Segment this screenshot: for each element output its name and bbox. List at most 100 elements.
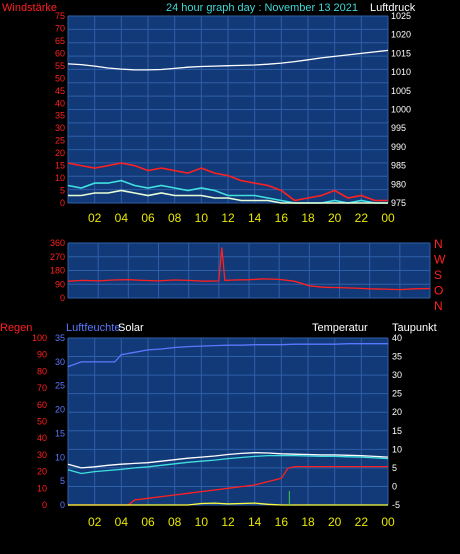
rain-tick-label: 50 xyxy=(37,417,47,427)
direction-tick-label: 180 xyxy=(50,266,65,276)
right-tick-label: 1020 xyxy=(391,30,411,40)
rain-tick-label: 80 xyxy=(37,366,47,376)
rain-tick-label: 40 xyxy=(37,433,47,443)
rain-tick-label: 90 xyxy=(37,350,47,360)
rain-tick-label: 10 xyxy=(37,483,47,493)
humidity-tick-label: 15 xyxy=(55,428,65,438)
x-tick-label: 04 xyxy=(115,515,129,529)
left-tick-label: 5 xyxy=(60,186,65,196)
direction-tick-label: 360 xyxy=(50,238,65,248)
temp-tick-label: 15 xyxy=(392,426,402,436)
temp-tick-label: -5 xyxy=(392,500,400,510)
right-tick-label: 1025 xyxy=(391,11,411,21)
series-regen xyxy=(68,465,388,506)
x-tick-label: 16 xyxy=(275,515,289,529)
series-taupunkt xyxy=(67,454,389,475)
left-tick-label: 0 xyxy=(60,198,65,208)
humidity-tick-label: 20 xyxy=(55,405,65,415)
humidity-tick-label: 25 xyxy=(55,381,65,391)
x-tick-label: 20 xyxy=(328,211,342,225)
rain-tick-label: 20 xyxy=(37,467,47,477)
rain-tick-label: 70 xyxy=(37,383,47,393)
left-tick-label: 60 xyxy=(55,48,65,58)
rain-tick-label: 100 xyxy=(32,333,47,343)
temp-tick-label: 0 xyxy=(392,481,397,491)
x-tick-label: 08 xyxy=(168,515,182,529)
series-temperatur xyxy=(67,452,389,469)
right-tick-label: 1005 xyxy=(391,86,411,96)
right-tick-label: 1000 xyxy=(391,105,411,115)
x-tick-label: 18 xyxy=(301,211,315,225)
compass-label: N xyxy=(434,299,443,313)
left-tick-label: 75 xyxy=(55,11,65,21)
x-tick-label: 16 xyxy=(275,211,289,225)
pressure-axis-label: Luftdruck xyxy=(370,2,416,14)
x-tick-label: 12 xyxy=(221,515,235,529)
left-tick-label: 20 xyxy=(55,148,65,158)
rain-axis-label: Regen xyxy=(0,322,32,334)
series-windgeschwindigkeit xyxy=(67,179,388,204)
chart-title: 24 hour graph day : November 13 2021 xyxy=(166,2,358,14)
humidity-tick-label: 10 xyxy=(55,452,65,462)
x-tick-label: 06 xyxy=(141,211,155,225)
temp-tick-label: 20 xyxy=(392,407,402,417)
left-tick-label: 10 xyxy=(55,173,65,183)
left-tick-label: 45 xyxy=(55,86,65,96)
left-tick-label: 55 xyxy=(55,61,65,71)
series-windrichtung xyxy=(67,247,431,291)
x-tick-label: 00 xyxy=(381,515,395,529)
x-tick-label: 12 xyxy=(221,211,235,225)
temperature-label: Temperatur xyxy=(312,322,368,334)
right-tick-label: 990 xyxy=(391,142,406,152)
left-tick-label: 35 xyxy=(55,111,65,121)
x-tick-label: 22 xyxy=(355,515,369,529)
temp-tick-label: 10 xyxy=(392,444,402,454)
direction-tick-label: 90 xyxy=(55,279,65,289)
series-luftfeuchte xyxy=(67,343,388,368)
humidity-tick-label: 0 xyxy=(60,500,65,510)
x-tick-label: 22 xyxy=(355,211,369,225)
left-tick-label: 25 xyxy=(55,136,65,146)
compass-label: N xyxy=(434,237,443,251)
right-tick-label: 980 xyxy=(391,179,406,189)
right-tick-label: 995 xyxy=(391,123,406,133)
temp-tick-label: 40 xyxy=(392,333,402,343)
compass-label: W xyxy=(434,253,446,267)
x-tick-label: 08 xyxy=(168,211,182,225)
humidity-axis-label: Luftfeuchte xyxy=(66,322,120,334)
right-tick-label: 1015 xyxy=(391,48,411,58)
humidity-tick-label: 5 xyxy=(60,476,65,486)
right-tick-label: 975 xyxy=(391,198,406,208)
compass-label: S xyxy=(434,268,442,282)
temp-tick-label: 30 xyxy=(392,370,402,380)
rain-tick-label: 30 xyxy=(37,450,47,460)
direction-tick-label: 270 xyxy=(50,252,65,262)
series-luftdruck xyxy=(67,49,389,71)
x-tick-label: 18 xyxy=(301,515,315,529)
left-tick-label: 15 xyxy=(55,161,65,171)
x-tick-label: 20 xyxy=(328,515,342,529)
x-tick-label: 10 xyxy=(195,211,209,225)
wind-axis-label: Windstärke xyxy=(2,2,57,14)
dewpoint-label: Taupunkt xyxy=(392,322,437,334)
series-solar xyxy=(68,502,388,506)
solar-label: Solar xyxy=(118,322,144,334)
x-tick-label: 02 xyxy=(88,515,102,529)
right-tick-label: 1010 xyxy=(391,67,411,77)
series-windmittel xyxy=(68,189,388,204)
x-tick-label: 04 xyxy=(115,211,129,225)
x-tick-label: 02 xyxy=(88,211,102,225)
compass-label: O xyxy=(434,284,443,298)
temp-tick-label: 25 xyxy=(392,389,402,399)
left-tick-label: 70 xyxy=(55,23,65,33)
series-windb-en xyxy=(67,162,388,202)
temp-tick-label: 35 xyxy=(392,352,402,362)
right-tick-label: 985 xyxy=(391,161,406,171)
temp-tick-label: 5 xyxy=(392,463,397,473)
rain-tick-label: 60 xyxy=(37,400,47,410)
x-tick-label: 06 xyxy=(141,515,155,529)
humidity-tick-label: 30 xyxy=(55,357,65,367)
